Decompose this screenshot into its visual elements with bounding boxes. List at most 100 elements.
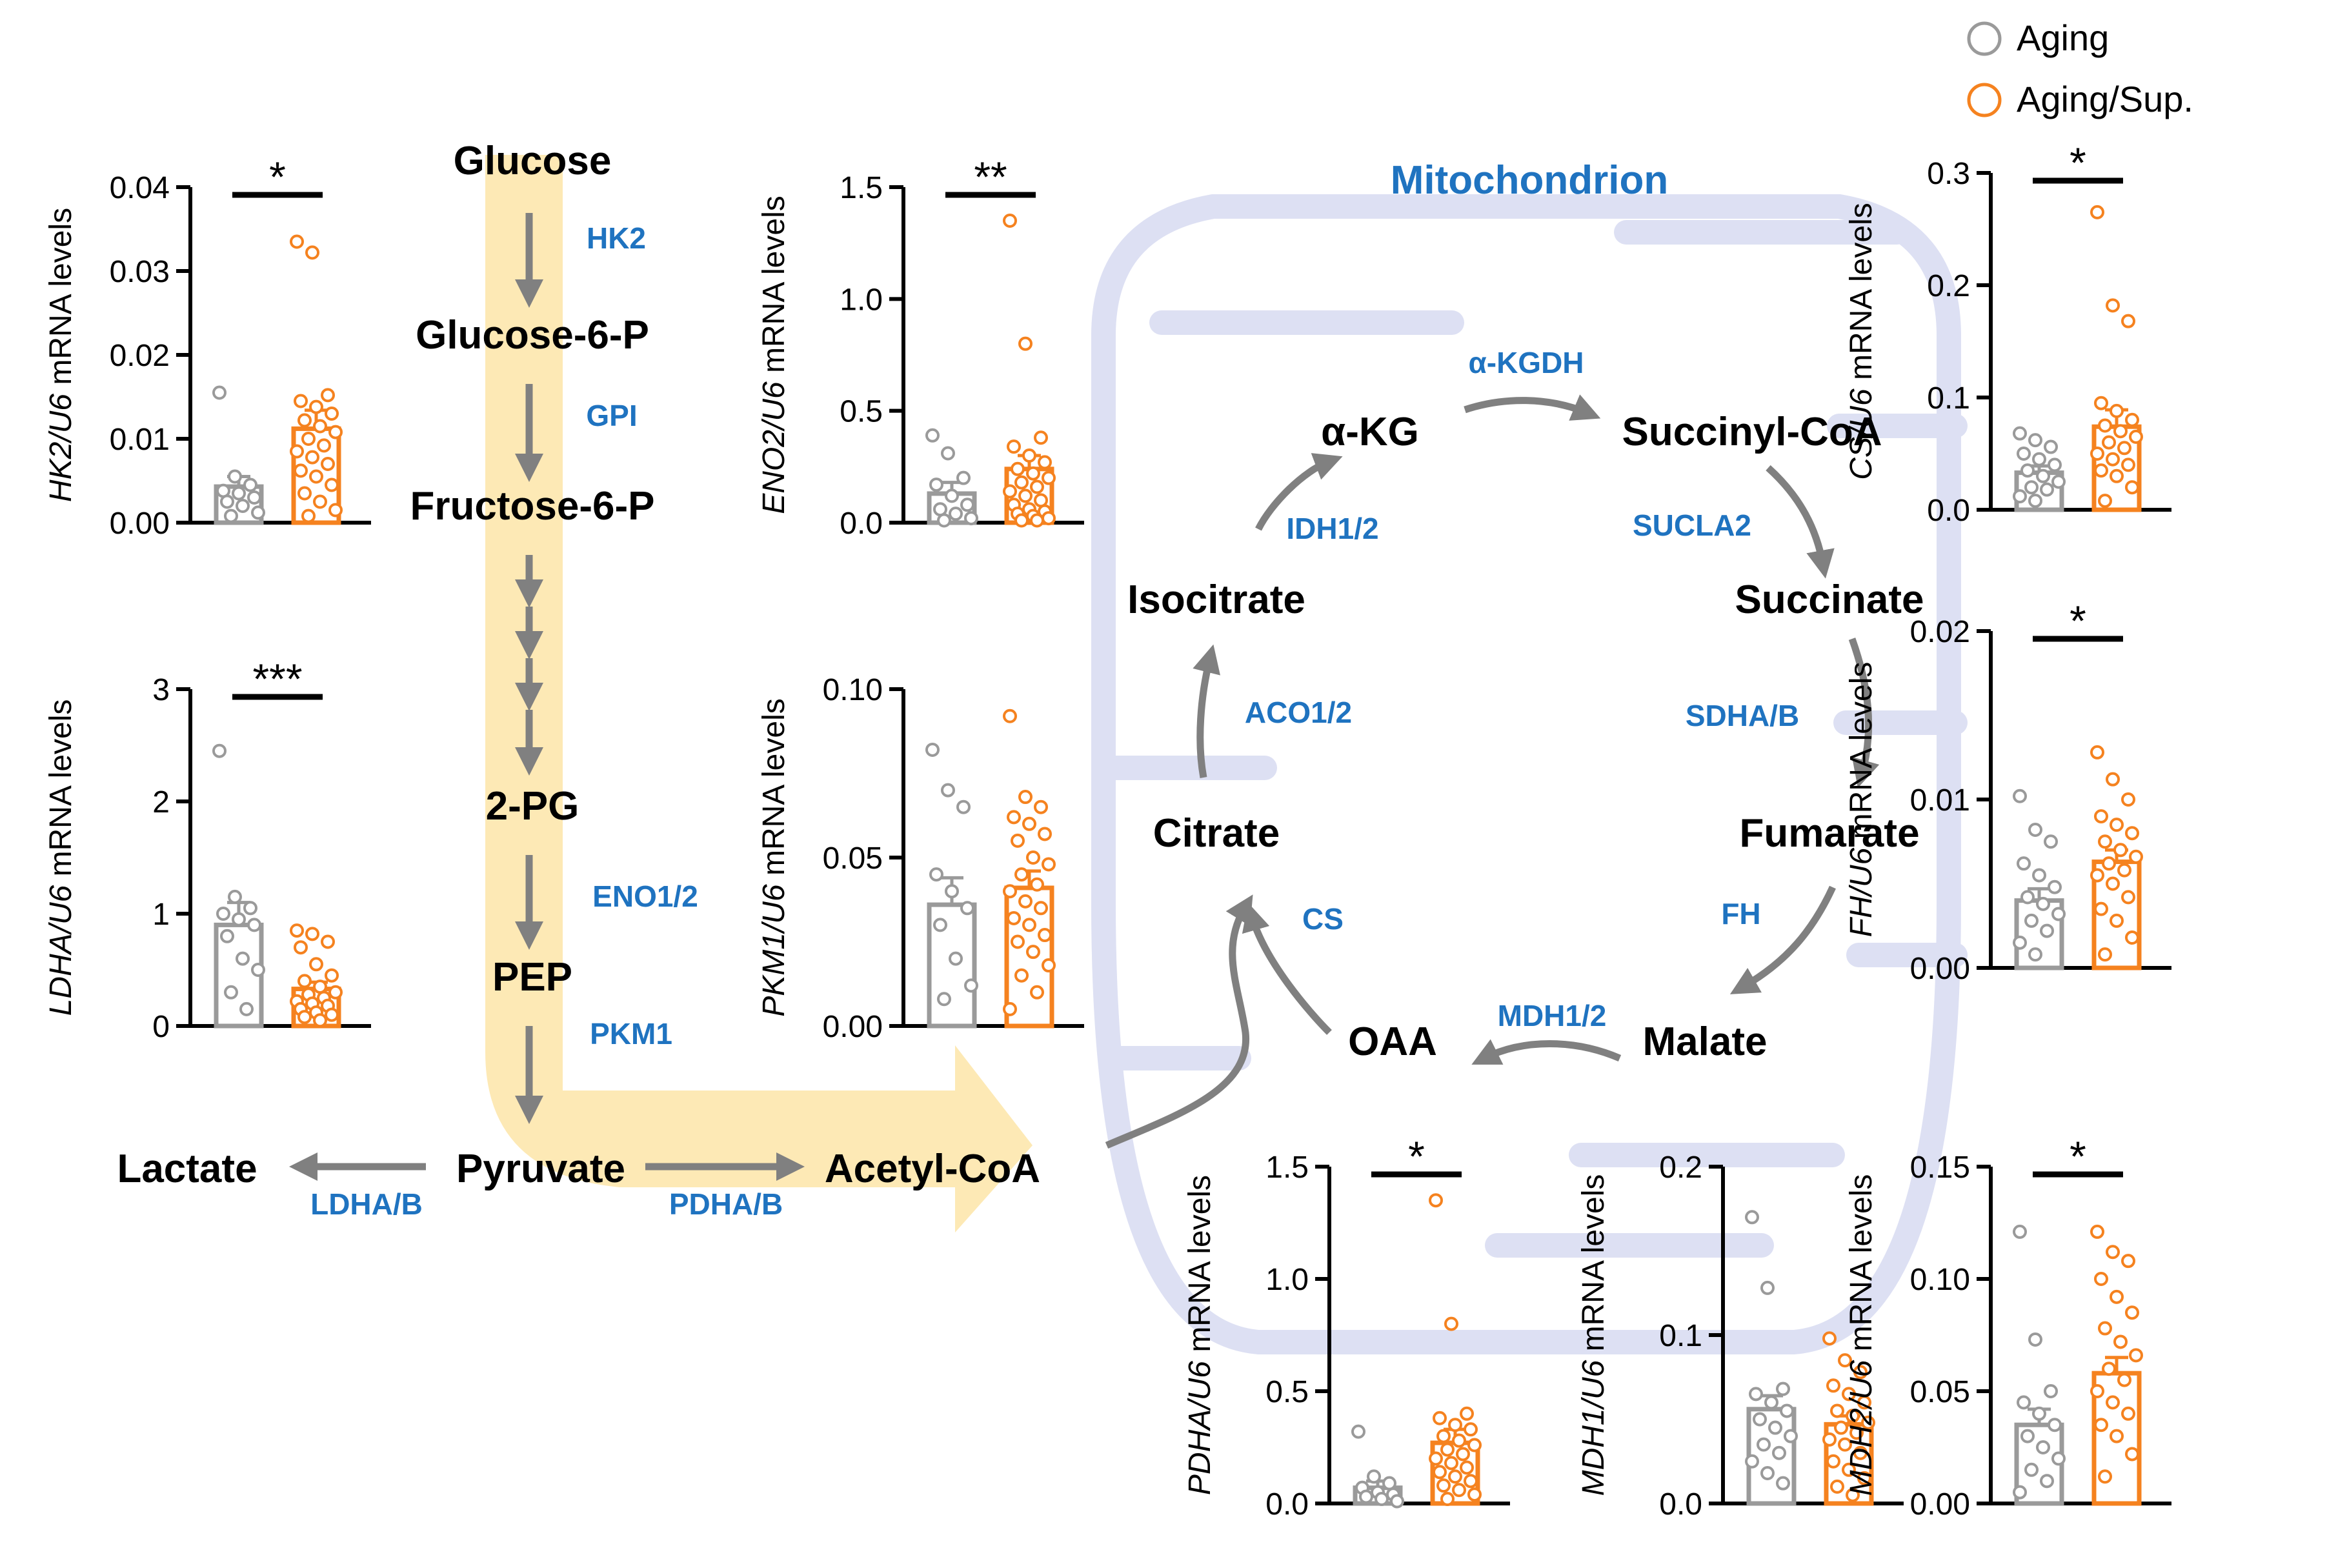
- y-tick-label: 0.10: [823, 673, 883, 707]
- data-point: [2121, 1406, 2135, 1421]
- data-point: [1842, 1462, 1856, 1477]
- y-axis-label: MDH1/U6 mRNA levels: [1576, 1174, 1611, 1496]
- data-point: [2013, 426, 2027, 441]
- mitochondrion-label: Mitochondrion: [1391, 158, 1668, 203]
- data-point: [236, 951, 250, 966]
- data-point: [1467, 1438, 1482, 1452]
- significance-stars: ***: [252, 655, 302, 703]
- y-tick-label: 0.03: [110, 255, 170, 289]
- data-point: [294, 394, 308, 408]
- data-point: [328, 503, 343, 518]
- data-point: [290, 444, 304, 459]
- data-point: [1030, 985, 1044, 1000]
- data-point: [1375, 1492, 1389, 1507]
- data-point: [251, 963, 265, 977]
- data-point: [929, 477, 943, 492]
- data-point: [2017, 1395, 2031, 1410]
- y-tick-label: 3: [152, 673, 170, 707]
- data-point: [2121, 792, 2135, 807]
- data-point: [247, 490, 261, 505]
- data-point: [2017, 447, 2031, 461]
- data-point: [1030, 513, 1044, 528]
- data-point: [2110, 468, 2124, 483]
- metabolite-acetyl-coa: Acetyl-CoA: [825, 1147, 1040, 1191]
- y-axis-label: PKM1/U6 mRNA levels: [757, 698, 791, 1017]
- data-point: [2102, 1362, 2116, 1376]
- data-point: [2028, 822, 2042, 837]
- data-point: [2113, 843, 2128, 858]
- data-point: [1853, 1445, 1868, 1460]
- data-point: [2102, 856, 2116, 871]
- data-point: [328, 425, 343, 439]
- data-point: [1003, 484, 1017, 499]
- data-point: [1780, 1403, 1794, 1418]
- data-point: [1007, 810, 1021, 825]
- data-point: [328, 985, 343, 1000]
- data-point: [1014, 513, 1029, 528]
- y-tick-label: 0.05: [1910, 1375, 1970, 1409]
- y-tick-label: 0.00: [1910, 952, 1970, 986]
- data-point: [2098, 1469, 2112, 1484]
- enzyme-gpi: GPI: [586, 399, 637, 432]
- data-point: [251, 505, 265, 520]
- data-point: [220, 494, 234, 509]
- data-point: [220, 929, 234, 943]
- data-point: [1452, 1433, 1466, 1448]
- data-point: [309, 957, 323, 972]
- y-tick-label: 0.0: [1659, 1487, 1702, 1522]
- y-tick-label: 0.2: [1659, 1151, 1702, 1185]
- data-point: [2048, 1418, 2062, 1432]
- data-point: [2098, 1321, 2112, 1336]
- data-point: [313, 1013, 327, 1028]
- y-axis-gene: LDHA: [44, 933, 78, 1016]
- metabolite-succinate: Succinate: [1735, 578, 1924, 622]
- data-point: [1007, 910, 1021, 925]
- data-point: [1436, 1429, 1451, 1443]
- significance-stars: *: [1408, 1132, 1425, 1180]
- data-point: [1846, 1409, 1860, 1423]
- y-axis-unit: mRNA levels: [757, 698, 791, 884]
- data-point: [2094, 1272, 2108, 1286]
- legend-label-aging: Aging: [2017, 17, 2109, 58]
- data-point: [1042, 958, 1056, 973]
- data-point: [243, 477, 257, 492]
- data-point: [1440, 1442, 1455, 1457]
- data-point: [2106, 1395, 2120, 1410]
- metabolite-fumarate: Fumarate: [1739, 811, 1919, 856]
- data-point: [321, 934, 335, 949]
- data-point: [2028, 433, 2042, 448]
- data-point: [2094, 1418, 2108, 1432]
- enzyme-sucla2: SUCLA2: [1633, 508, 1751, 542]
- data-point: [2121, 890, 2135, 905]
- y-axis-label: CS/U6 mRNA levels: [1844, 203, 1879, 479]
- data-point: [2117, 863, 2131, 878]
- data-point: [1440, 1492, 1455, 1507]
- enzyme-pdh: PDHA/B: [669, 1187, 783, 1221]
- data-point: [1018, 488, 1032, 503]
- data-point: [236, 499, 250, 513]
- data-point: [1745, 1454, 1759, 1469]
- y-tick-label: 0.0: [1927, 494, 1970, 528]
- y-tick-label: 0.00: [1910, 1487, 1970, 1522]
- data-point: [949, 507, 963, 521]
- metabolite-akg: α-KG: [1321, 410, 1419, 454]
- data-point: [224, 985, 238, 1000]
- data-point: [1861, 1415, 1875, 1430]
- metabolite-malate: Malate: [1643, 1020, 1768, 1064]
- y-axis-u6: /U6: [44, 394, 78, 444]
- data-point: [1014, 968, 1029, 983]
- data-point: [212, 385, 227, 400]
- data-point: [2040, 1474, 2054, 1489]
- y-axis-u6: /U6: [1844, 847, 1879, 898]
- enzyme-mdh: MDH1/2: [1498, 999, 1607, 1032]
- data-point: [1034, 901, 1048, 916]
- enzyme-eno: ENO1/2: [592, 879, 698, 913]
- data-point: [945, 884, 959, 899]
- data-point: [2098, 418, 2112, 433]
- data-point: [1382, 1476, 1396, 1491]
- data-point: [1834, 1420, 1848, 1435]
- data-point: [1003, 1001, 1017, 1016]
- data-point: [2020, 1429, 2035, 1443]
- data-point: [2110, 913, 2124, 928]
- data-point: [1022, 816, 1036, 831]
